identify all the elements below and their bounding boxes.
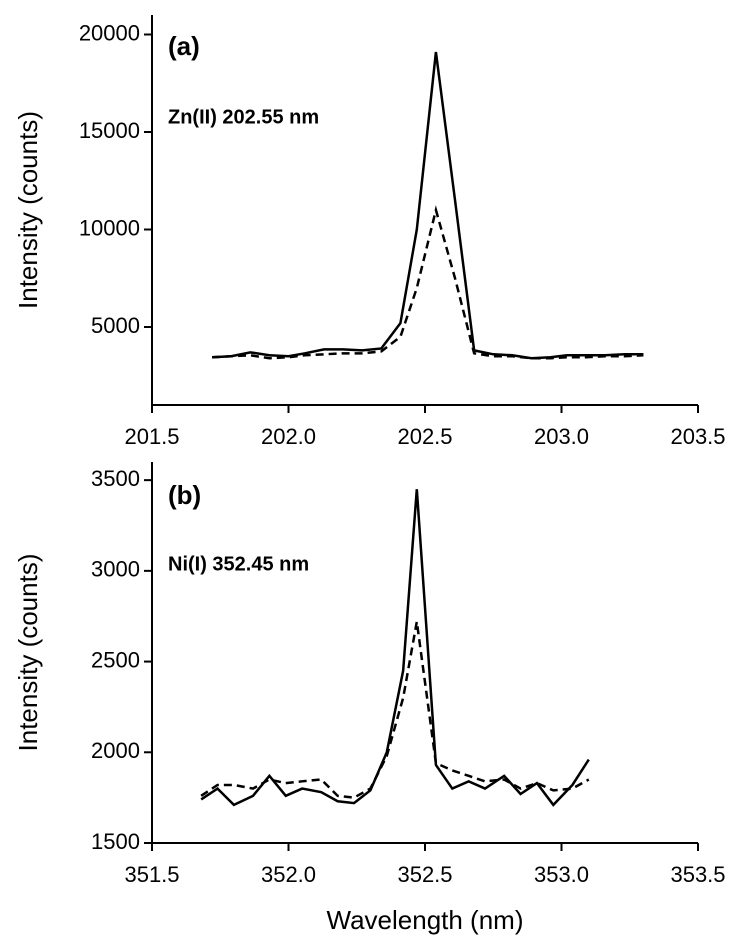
x-tick-label: 201.5 xyxy=(124,424,179,449)
data-line xyxy=(211,51,644,360)
annotation: Ni(I) 352.45 nm xyxy=(168,553,309,575)
y-tick-label: 5000 xyxy=(91,313,140,338)
x-tick-label: 352.5 xyxy=(397,862,452,887)
y-tick-label: 1500 xyxy=(91,829,140,854)
x-axis-label: Wavelength (nm) xyxy=(327,905,524,935)
y-axis-label: Intensity (counts) xyxy=(13,111,43,309)
y-tick-label: 20000 xyxy=(79,20,140,45)
x-tick-label: 203.5 xyxy=(670,424,725,449)
x-tick-label: 203.0 xyxy=(534,424,589,449)
y-tick-label: 2000 xyxy=(91,738,140,763)
x-tick-label: 353.0 xyxy=(534,862,589,887)
y-tick-label: 15000 xyxy=(79,118,140,143)
x-tick-label: 352.0 xyxy=(261,862,316,887)
y-tick-label: 2500 xyxy=(91,647,140,672)
y-tick-label: 3000 xyxy=(91,557,140,582)
data-line xyxy=(200,621,590,799)
y-axis-label: Intensity (counts) xyxy=(13,554,43,752)
data-line xyxy=(211,205,644,360)
y-tick-label: 10000 xyxy=(79,215,140,240)
y-tick-label: 3500 xyxy=(91,466,140,491)
x-tick-label: 353.5 xyxy=(670,862,725,887)
x-tick-label: 351.5 xyxy=(124,862,179,887)
x-tick-label: 202.0 xyxy=(261,424,316,449)
data-line xyxy=(200,489,590,807)
annotation: (b) xyxy=(168,480,201,510)
x-tick-label: 202.5 xyxy=(397,424,452,449)
annotation: Zn(II) 202.55 nm xyxy=(168,106,319,128)
annotation: (a) xyxy=(168,31,200,61)
